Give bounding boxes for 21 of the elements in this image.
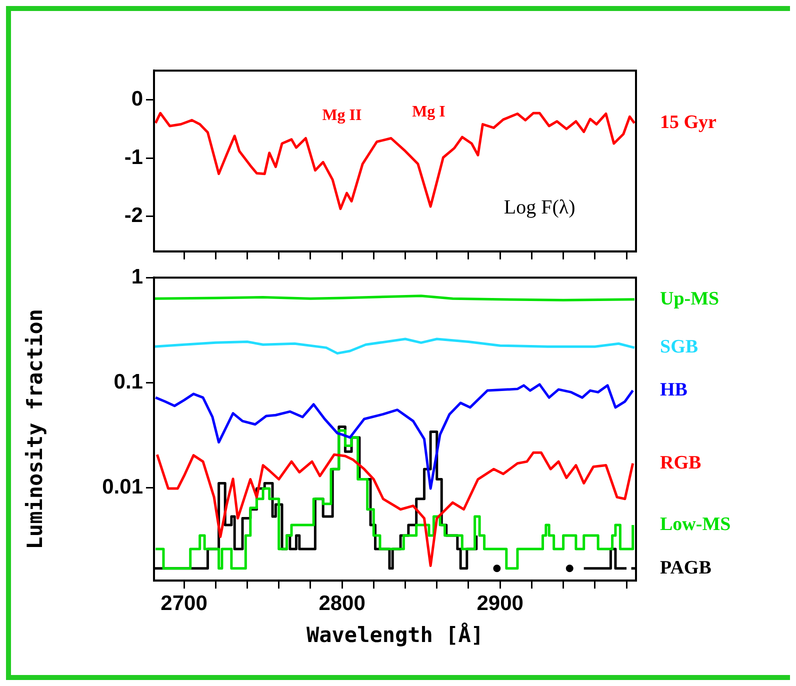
series-label: SGB	[660, 336, 698, 358]
series-label: 15 Gyr	[660, 112, 718, 133]
y-tick-label: 1	[131, 265, 144, 288]
annotation: Mg II	[322, 106, 362, 124]
series-label: HB	[660, 379, 688, 400]
y-tick-label: -2	[124, 204, 143, 228]
x-tick-label: 2700	[160, 592, 208, 615]
annotation: Mg I	[412, 103, 446, 120]
y-tick-label: -1	[124, 146, 144, 169]
y-axis-title: Luminosity fraction	[23, 308, 48, 550]
series-label: Low-MS	[660, 514, 731, 535]
y-tick-label: 0.01	[102, 475, 144, 498]
series-label: PAGB	[660, 557, 712, 578]
series-label: RGB	[660, 452, 702, 474]
series-label: Up-MS	[660, 288, 720, 310]
x-axis-title: Wavelength [Å]	[306, 622, 484, 647]
x-tick-label: 2800	[318, 592, 366, 615]
annotation: Log F(λ)	[504, 196, 576, 218]
x-tick-label: 2900	[476, 592, 524, 615]
y-tick-label: 0	[131, 88, 143, 111]
y-tick-label: 0.1	[114, 370, 144, 394]
